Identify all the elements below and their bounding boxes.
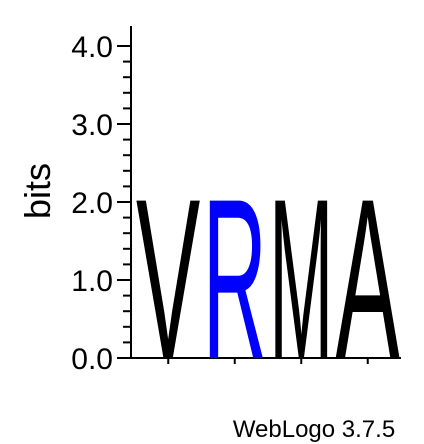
logo-letter-v: V [136,152,200,407]
y-tick-label: 3.0 [71,109,113,142]
weblogo-credit: WebLogo 3.7.5 [233,416,395,443]
logo-letter-r: R [203,151,267,407]
x-ticks [167,358,369,364]
y-axis-title: bits [17,163,58,219]
x-axis [131,357,401,364]
y-tick-label: 0.0 [71,343,113,376]
y-tick-label: 1.0 [71,265,113,298]
logo-letter-m: M [269,152,333,408]
y-ticks [117,45,131,359]
y-tick-label: 2.0 [71,187,113,220]
y-tick-labels: 0.0 1.0 2.0 3.0 4.0 [71,31,113,376]
y-tick-label: 4.0 [71,31,113,64]
logo-letter-a: A [336,152,400,407]
